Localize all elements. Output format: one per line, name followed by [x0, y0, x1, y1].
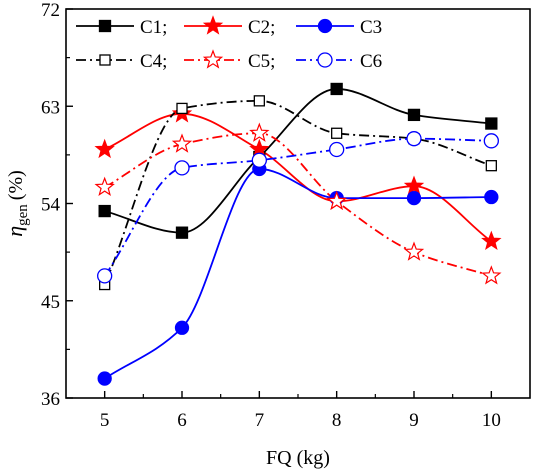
legend-marker	[317, 18, 333, 34]
x-tick-label: 10	[482, 410, 501, 431]
y-tick-label: 36	[41, 389, 60, 410]
data-point-series-3	[406, 190, 422, 206]
legend-label: C1;	[140, 17, 167, 38]
y-axis-subscript: gen	[15, 204, 31, 226]
legend: C1; C2; C3 C4; C5; C6	[76, 15, 382, 72]
data-point-series-1	[485, 117, 498, 130]
data-point-series-5	[94, 176, 115, 196]
y-tick-label: 72	[41, 0, 60, 21]
legend-label: C3	[360, 17, 382, 38]
series-line-6	[103, 137, 492, 277]
data-point-series-1	[175, 226, 189, 239]
data-point-series-2	[481, 230, 502, 250]
series-markers	[94, 82, 502, 386]
tick-labels: 5 6 7 8 9 10 36 45 54 63 72	[41, 0, 501, 431]
data-point-series-2	[403, 175, 425, 195]
legend-marker	[98, 19, 112, 33]
x-axis-title: FQ (kg)	[266, 447, 330, 469]
legend-marker	[202, 49, 224, 69]
legend-marker	[99, 54, 111, 66]
data-point-series-4	[331, 127, 343, 139]
data-point-series-5	[403, 241, 425, 261]
legend-label: C6	[360, 51, 382, 72]
y-axis-symbol: η	[2, 226, 27, 237]
y-axis-unit: (%)	[5, 170, 27, 200]
x-tick-label: 5	[100, 410, 110, 431]
legend-label: C5;	[248, 51, 275, 72]
y-tick-label: 45	[41, 292, 60, 313]
data-point-series-5	[326, 190, 347, 210]
x-tick-label: 7	[255, 410, 265, 431]
data-point-series-1	[407, 108, 421, 122]
legend-label: C4;	[140, 51, 167, 72]
data-point-series-6	[97, 268, 113, 284]
legend-marker	[202, 15, 224, 35]
data-point-series-5	[171, 133, 193, 153]
data-point-series-1	[98, 204, 111, 218]
data-point-series-4	[485, 160, 497, 172]
data-point-series-4	[176, 102, 188, 115]
x-tick-label: 9	[409, 410, 419, 431]
data-point-series-6	[329, 141, 345, 158]
y-tick-label: 54	[41, 195, 61, 216]
data-point-series-6	[483, 133, 499, 149]
data-point-series-3	[97, 371, 112, 386]
series-line-5	[104, 132, 492, 277]
y-tick-label: 63	[41, 97, 60, 118]
data-point-series-3	[174, 320, 190, 335]
y-axis-title: ηgen (%)	[2, 170, 31, 237]
data-point-series-3	[484, 189, 499, 205]
plot-frame	[65, 8, 531, 399]
series-line-4	[103, 99, 492, 285]
x-tick-label: 8	[332, 410, 342, 431]
data-point-series-6	[174, 160, 190, 176]
data-point-series-6	[406, 131, 422, 147]
legend-marker	[317, 52, 333, 68]
data-point-series-2	[94, 138, 115, 159]
data-point-series-6	[251, 152, 267, 168]
legend-label: C2;	[248, 17, 275, 38]
data-point-series-5	[249, 122, 270, 142]
data-point-series-5	[481, 265, 502, 285]
x-tick-label: 6	[177, 410, 187, 431]
data-point-series-4	[253, 95, 265, 107]
data-point-series-1	[330, 82, 343, 96]
